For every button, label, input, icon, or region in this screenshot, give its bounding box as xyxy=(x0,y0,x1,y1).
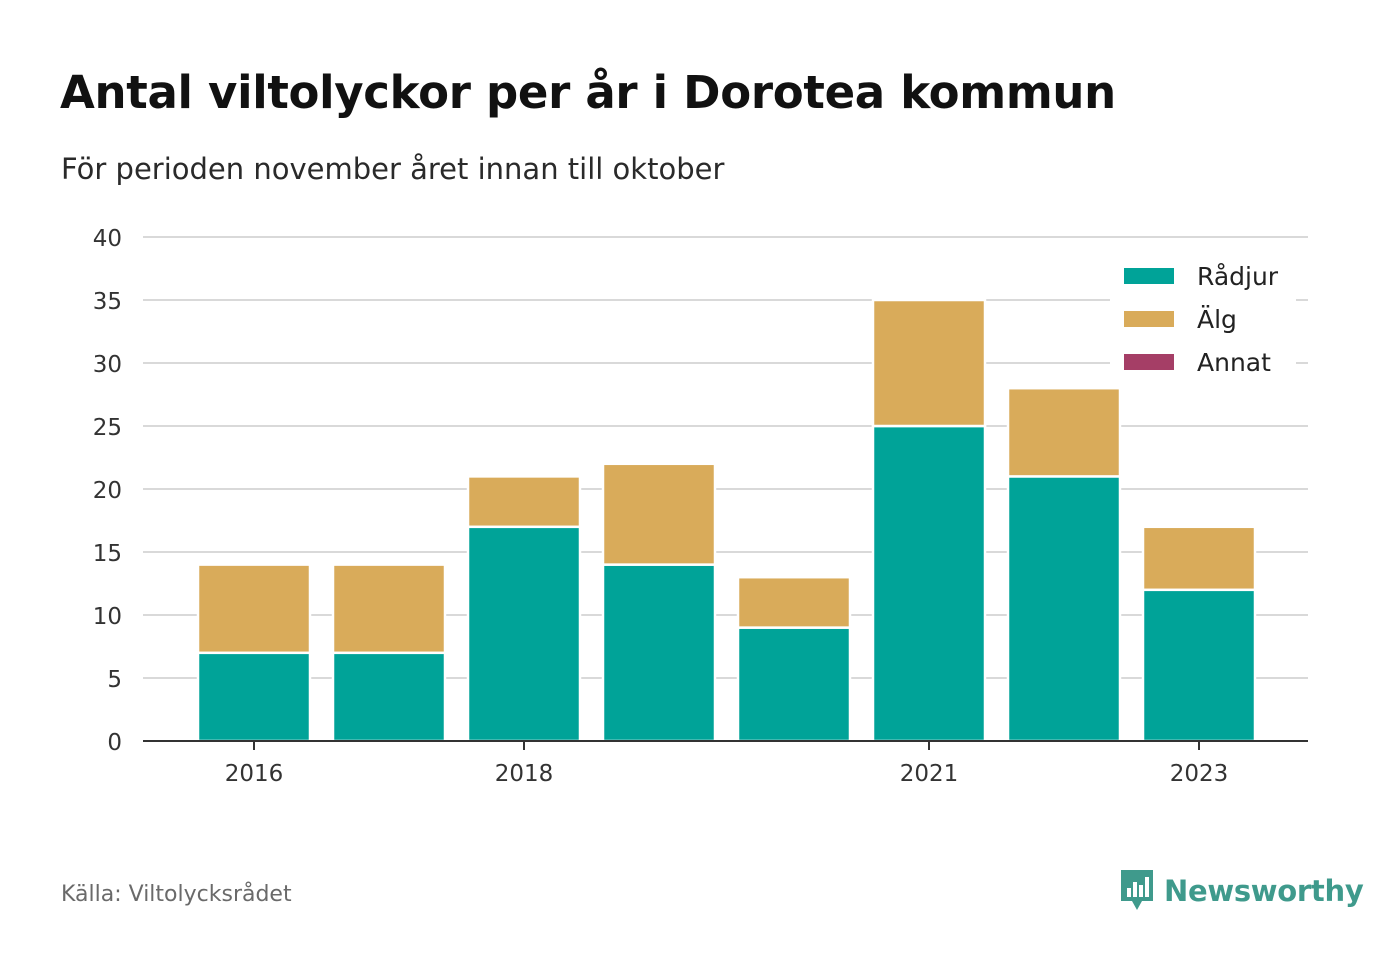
source-note: Källa: Viltolycksrådet xyxy=(61,882,292,907)
y-tick-label: 35 xyxy=(93,289,122,315)
brand-name: Newsworthy xyxy=(1164,874,1364,908)
y-tick-label: 10 xyxy=(93,604,122,630)
bar-segment xyxy=(466,525,582,743)
y-tick-label: 15 xyxy=(93,541,122,567)
chart-subtitle: För perioden november året innan till ok… xyxy=(61,152,725,186)
bar-segment xyxy=(871,424,987,743)
y-tick-label: 20 xyxy=(93,478,122,504)
legend-label: Annat xyxy=(1197,348,1271,377)
x-tick-label: 2018 xyxy=(495,761,554,787)
y-tick-label: 30 xyxy=(93,352,122,378)
bar-segment xyxy=(601,563,717,743)
bar-segment xyxy=(1006,386,1122,478)
y-tick-label: 25 xyxy=(93,415,122,441)
x-axis: 2016 2018 2021 2023 xyxy=(143,740,1308,787)
brand: Newsworthy xyxy=(1118,868,1364,914)
bar-segment xyxy=(1006,475,1122,743)
chart-title: Antal viltolyckor per år i Dorotea kommu… xyxy=(60,66,1116,119)
bar-segment xyxy=(331,563,447,655)
bar-segment xyxy=(331,651,447,743)
bar-segment xyxy=(871,298,987,428)
x-tick-label: 2021 xyxy=(900,761,959,787)
bar-segment xyxy=(1141,588,1257,743)
x-tick-label: 2016 xyxy=(225,761,284,787)
y-tick-label: 40 xyxy=(93,226,122,252)
bar-segment xyxy=(736,575,852,629)
legend-swatch xyxy=(1124,354,1174,370)
newsworthy-logo-icon xyxy=(1121,870,1153,910)
bar-segment xyxy=(196,651,312,743)
legend-swatch xyxy=(1124,311,1174,327)
legend-swatch xyxy=(1124,268,1174,284)
bar-segment xyxy=(1141,525,1257,592)
bar-segment xyxy=(601,462,717,566)
y-axis-ticks: 0 5 10 15 20 25 30 35 40 xyxy=(93,226,122,756)
y-tick-label: 5 xyxy=(107,667,122,693)
x-tick-label: 2023 xyxy=(1170,761,1229,787)
bars xyxy=(196,298,1257,743)
bar-segment xyxy=(196,563,312,655)
bar-segment xyxy=(466,475,582,529)
legend: Rådjur Älg Annat xyxy=(1110,252,1296,384)
legend-label: Rådjur xyxy=(1197,262,1279,291)
y-tick-label: 0 xyxy=(107,730,122,756)
bar-segment xyxy=(736,626,852,743)
legend-label: Älg xyxy=(1197,305,1237,334)
